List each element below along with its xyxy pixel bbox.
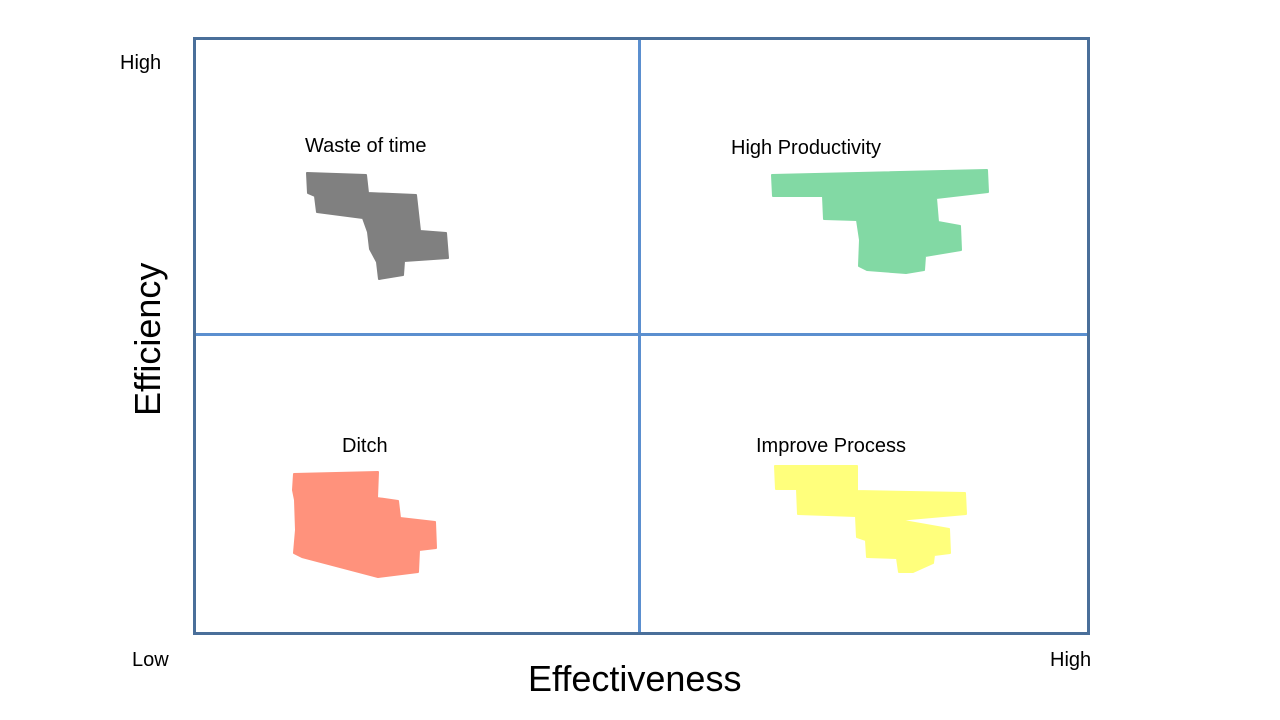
horizontal-divider [196, 333, 1087, 336]
scribble-improve-process [774, 465, 967, 573]
x-axis-high-label: High [1050, 649, 1092, 671]
y-axis-high-label: High [120, 52, 162, 74]
vertical-divider [638, 40, 641, 632]
scribble-ditch [292, 471, 437, 578]
quadrant-label-high-productivity: High Productivity [731, 137, 882, 159]
origin-low-label: Low [132, 649, 169, 671]
scribble-waste-of-time [306, 172, 449, 280]
quadrant-label-ditch: Ditch [342, 435, 388, 457]
x-axis-title: Effectiveness [528, 658, 742, 699]
matrix-frame [193, 37, 1090, 635]
quadrant-label-waste-of-time: Waste of time [305, 135, 427, 157]
scribble-high-productivity [771, 169, 989, 274]
quadrant-label-improve-process: Improve Process [756, 435, 907, 457]
